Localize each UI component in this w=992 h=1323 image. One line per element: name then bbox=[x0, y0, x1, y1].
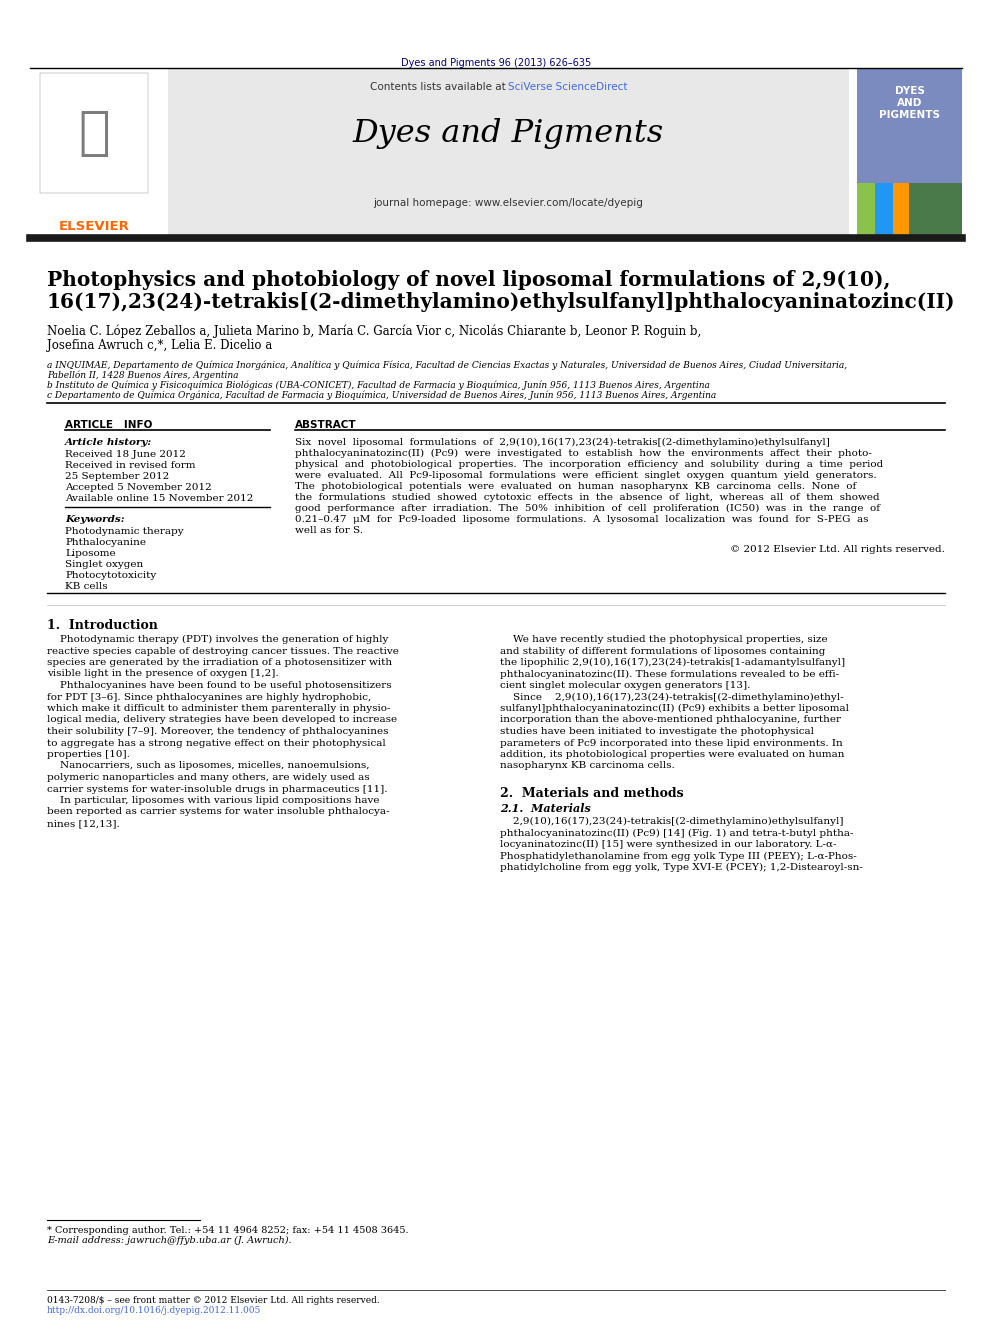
Text: parameters of Pc9 incorporated into these lipid environments. In: parameters of Pc9 incorporated into thes… bbox=[500, 738, 843, 747]
Text: good  performance  after  irradiation.  The  50%  inhibition  of  cell  prolifer: good performance after irradiation. The … bbox=[295, 504, 880, 513]
Text: Received in revised form: Received in revised form bbox=[65, 460, 195, 470]
Bar bbox=[857, 183, 875, 238]
Text: species are generated by the irradiation of a photosensitizer with: species are generated by the irradiation… bbox=[47, 658, 392, 667]
Text: Keywords:: Keywords: bbox=[65, 515, 125, 524]
Text: Dyes and Pigments: Dyes and Pigments bbox=[353, 118, 664, 149]
Bar bbox=[168, 67, 849, 238]
Text: phatidylcholine from egg yolk, Type XVI-E (PCEY); 1,2-Distearoyl-sn-: phatidylcholine from egg yolk, Type XVI-… bbox=[500, 863, 863, 872]
Text: addition, its photobiological properties were evaluated on human: addition, its photobiological properties… bbox=[500, 750, 844, 759]
Text: 0143-7208/$ – see front matter © 2012 Elsevier Ltd. All rights reserved.: 0143-7208/$ – see front matter © 2012 El… bbox=[47, 1297, 380, 1304]
Text: phthalocyaninatozinc(II)  (Pc9)  were  investigated  to  establish  how  the  en: phthalocyaninatozinc(II) (Pc9) were inve… bbox=[295, 448, 872, 458]
Text: incorporation than the above-mentioned phthalocyanine, further: incorporation than the above-mentioned p… bbox=[500, 716, 841, 725]
Text: * Corresponding author. Tel.: +54 11 4964 8252; fax: +54 11 4508 3645.: * Corresponding author. Tel.: +54 11 496… bbox=[47, 1226, 409, 1234]
Text: Dyes and Pigments 96 (2013) 626–635: Dyes and Pigments 96 (2013) 626–635 bbox=[401, 58, 591, 67]
Text: Photocytotoxicity: Photocytotoxicity bbox=[65, 572, 157, 579]
Text: ABSTRACT: ABSTRACT bbox=[295, 419, 357, 430]
Text: © 2012 Elsevier Ltd. All rights reserved.: © 2012 Elsevier Ltd. All rights reserved… bbox=[730, 545, 945, 554]
Text: reactive species capable of destroying cancer tissues. The reactive: reactive species capable of destroying c… bbox=[47, 647, 399, 655]
Text: Phthalocyanine: Phthalocyanine bbox=[65, 538, 146, 546]
Text: Josefina Awruch c,*, Lelia E. Dicelio a: Josefina Awruch c,*, Lelia E. Dicelio a bbox=[47, 339, 272, 352]
Text: Article history:: Article history: bbox=[65, 438, 152, 447]
Text: locyaninatozinc(II) [15] were synthesized in our laboratory. L-α-: locyaninatozinc(II) [15] were synthesize… bbox=[500, 840, 836, 849]
Text: and stability of different formulations of liposomes containing: and stability of different formulations … bbox=[500, 647, 825, 655]
Text: Nanocarriers, such as liposomes, micelles, nanoemulsions,: Nanocarriers, such as liposomes, micelle… bbox=[47, 762, 369, 770]
Text: 1.  Introduction: 1. Introduction bbox=[47, 619, 158, 632]
Text: c Departamento de Química Orgánica, Facultad de Farmacia y Bioquímica, Universid: c Departamento de Química Orgánica, Facu… bbox=[47, 390, 716, 400]
Text: Since    2,9(10),16(17),23(24)-tetrakis[(2-dimethylamino)ethyl-: Since 2,9(10),16(17),23(24)-tetrakis[(2-… bbox=[500, 692, 843, 701]
Text: Liposome: Liposome bbox=[65, 549, 116, 558]
Text: E-mail address: jawruch@ffyb.uba.ar (J. Awruch).: E-mail address: jawruch@ffyb.uba.ar (J. … bbox=[47, 1236, 292, 1245]
Bar bbox=[875, 183, 893, 238]
Text: 16(17),23(24)-tetrakis[(2-dimethylamino)ethylsulfanyl]phthalocyaninatozinc(II): 16(17),23(24)-tetrakis[(2-dimethylamino)… bbox=[47, 292, 955, 312]
Text: Photodynamic therapy (PDT) involves the generation of highly: Photodynamic therapy (PDT) involves the … bbox=[47, 635, 389, 644]
Text: 2,9(10),16(17),23(24)-tetrakis[(2-dimethylamino)ethylsulfanyl]: 2,9(10),16(17),23(24)-tetrakis[(2-dimeth… bbox=[500, 818, 843, 826]
Text: We have recently studied the photophysical properties, size: We have recently studied the photophysic… bbox=[500, 635, 827, 644]
Text: nines [12,13].: nines [12,13]. bbox=[47, 819, 120, 828]
Bar bbox=[40, 73, 148, 193]
Text: 2.1.  Materials: 2.1. Materials bbox=[500, 803, 591, 814]
Text: Photodynamic therapy: Photodynamic therapy bbox=[65, 527, 184, 536]
Text: cient singlet molecular oxygen generators [13].: cient singlet molecular oxygen generator… bbox=[500, 681, 750, 691]
Text: Pabellón II, 1428 Buenos Aires, Argentina: Pabellón II, 1428 Buenos Aires, Argentin… bbox=[47, 370, 238, 380]
Text: In particular, liposomes with various lipid compositions have: In particular, liposomes with various li… bbox=[47, 796, 380, 804]
Text: which make it difficult to administer them parenterally in physio-: which make it difficult to administer th… bbox=[47, 704, 391, 713]
Text: studies have been initiated to investigate the photophysical: studies have been initiated to investiga… bbox=[500, 728, 814, 736]
Text: to aggregate has a strong negative effect on their photophysical: to aggregate has a strong negative effec… bbox=[47, 738, 386, 747]
Text: Available online 15 November 2012: Available online 15 November 2012 bbox=[65, 493, 253, 503]
Text: carrier systems for water-insoluble drugs in pharmaceutics [11].: carrier systems for water-insoluble drug… bbox=[47, 785, 388, 794]
Text: ELSEVIER: ELSEVIER bbox=[59, 220, 129, 233]
Text: nasopharynx KB carcinoma cells.: nasopharynx KB carcinoma cells. bbox=[500, 762, 675, 770]
Text: Phthalocyanines have been found to be useful photosensitizers: Phthalocyanines have been found to be us… bbox=[47, 681, 392, 691]
Text: SciVerse ScienceDirect: SciVerse ScienceDirect bbox=[509, 82, 628, 93]
Text: phthalocyaninatozinc(II) (Pc9) [14] (Fig. 1) and tetra-t-butyl phtha-: phthalocyaninatozinc(II) (Pc9) [14] (Fig… bbox=[500, 828, 853, 837]
Text: KB cells: KB cells bbox=[65, 582, 107, 591]
Text: visible light in the presence of oxygen [1,2].: visible light in the presence of oxygen … bbox=[47, 669, 279, 679]
Text: properties [10].: properties [10]. bbox=[47, 750, 130, 759]
Text: been reported as carrier systems for water insoluble phthalocya-: been reported as carrier systems for wat… bbox=[47, 807, 390, 816]
Text: Received 18 June 2012: Received 18 June 2012 bbox=[65, 450, 186, 459]
Bar bbox=[909, 183, 962, 238]
Text: journal homepage: www.elsevier.com/locate/dyepig: journal homepage: www.elsevier.com/locat… bbox=[374, 198, 644, 208]
Text: The  photobiological  potentials  were  evaluated  on  human  nasopharynx  KB  c: The photobiological potentials were eval… bbox=[295, 482, 856, 491]
Text: http://dx.doi.org/10.1016/j.dyepig.2012.11.005: http://dx.doi.org/10.1016/j.dyepig.2012.… bbox=[47, 1306, 261, 1315]
Text: Singlet oxygen: Singlet oxygen bbox=[65, 560, 143, 569]
Text: logical media, delivery strategies have been developed to increase: logical media, delivery strategies have … bbox=[47, 716, 397, 725]
Bar bbox=[893, 183, 909, 238]
Text: 2.  Materials and methods: 2. Materials and methods bbox=[500, 787, 683, 800]
Text: were  evaluated.  All  Pc9-liposomal  formulations  were  efficient  singlet  ox: were evaluated. All Pc9-liposomal formul… bbox=[295, 471, 877, 480]
Text: DYES
AND
PIGMENTS: DYES AND PIGMENTS bbox=[879, 86, 940, 119]
Text: Noelia C. López Zeballos a, Julieta Marino b, María C. García Vior c, Nicolás Ch: Noelia C. López Zeballos a, Julieta Mari… bbox=[47, 325, 701, 339]
Text: Photophysics and photobiology of novel liposomal formulations of 2,9(10),: Photophysics and photobiology of novel l… bbox=[47, 270, 891, 290]
Text: a INQUIMAE, Departamento de Química Inorgánica, Analítica y Química Física, Facu: a INQUIMAE, Departamento de Química Inor… bbox=[47, 360, 847, 369]
Text: 25 September 2012: 25 September 2012 bbox=[65, 472, 170, 482]
Text: for PDT [3–6]. Since phthalocyanines are highly hydrophobic,: for PDT [3–6]. Since phthalocyanines are… bbox=[47, 692, 371, 701]
Bar bbox=[857, 67, 962, 238]
Text: ARTICLE   INFO: ARTICLE INFO bbox=[65, 419, 153, 430]
Text: 0.21–0.47  μM  for  Pc9-loaded  liposome  formulations.  A  lysosomal  localizat: 0.21–0.47 μM for Pc9-loaded liposome for… bbox=[295, 515, 869, 524]
Text: phthalocyaninatozinc(II). These formulations revealed to be effi-: phthalocyaninatozinc(II). These formulat… bbox=[500, 669, 839, 679]
Text: Six  novel  liposomal  formulations  of  2,9(10),16(17),23(24)-tetrakis[(2-dimet: Six novel liposomal formulations of 2,9(… bbox=[295, 438, 830, 447]
Text: Phosphatidylethanolamine from egg yolk Type III (PEEY); L-α-Phos-: Phosphatidylethanolamine from egg yolk T… bbox=[500, 852, 857, 861]
Text: Contents lists available at: Contents lists available at bbox=[369, 82, 509, 93]
Text: 🌳: 🌳 bbox=[78, 107, 110, 159]
Bar bbox=[30, 67, 160, 238]
Text: sulfanyl]phthalocyaninatozinc(II) (Pc9) exhibits a better liposomal: sulfanyl]phthalocyaninatozinc(II) (Pc9) … bbox=[500, 704, 849, 713]
Bar bbox=[857, 183, 962, 238]
Text: the lipophilic 2,9(10),16(17),23(24)-tetrakis[1-adamantylsulfanyl]: the lipophilic 2,9(10),16(17),23(24)-tet… bbox=[500, 658, 845, 667]
Text: physical  and  photobiological  properties.  The  incorporation  efficiency  and: physical and photobiological properties.… bbox=[295, 460, 883, 468]
Text: the  formulations  studied  showed  cytotoxic  effects  in  the  absence  of  li: the formulations studied showed cytotoxi… bbox=[295, 493, 880, 501]
Text: well as for S.: well as for S. bbox=[295, 527, 363, 534]
Text: b Instituto de Química y Fisicoquímica Biológicas (UBA-CONICET), Facultad de Far: b Instituto de Química y Fisicoquímica B… bbox=[47, 380, 710, 389]
Text: polymeric nanoparticles and many others, are widely used as: polymeric nanoparticles and many others,… bbox=[47, 773, 370, 782]
Text: Accepted 5 November 2012: Accepted 5 November 2012 bbox=[65, 483, 211, 492]
Text: their solubility [7–9]. Moreover, the tendency of phthalocyanines: their solubility [7–9]. Moreover, the te… bbox=[47, 728, 389, 736]
